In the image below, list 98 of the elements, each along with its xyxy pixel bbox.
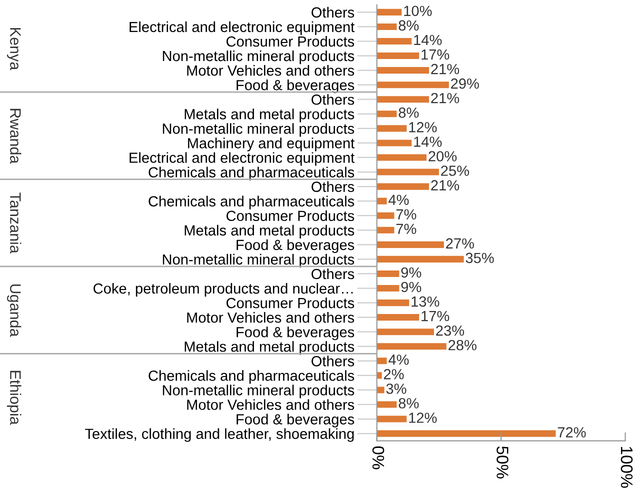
y-tick-label: Chemicals and pharmaceuticals: [148, 370, 354, 384]
data-label: 12%: [409, 122, 437, 132]
bar: [376, 343, 446, 350]
y-tick-label: Others: [312, 6, 354, 18]
y-tick-label: Others: [312, 94, 354, 105]
data-label: 29%: [451, 78, 479, 89]
bar: [376, 226, 394, 234]
y-tick-label: Chemicals and pharmaceuticals: [148, 166, 354, 180]
y-tick-label: Consumer Products: [226, 298, 354, 308]
bar: [376, 140, 412, 146]
bar: [376, 284, 400, 292]
bar: [376, 270, 400, 277]
data-label: 7%: [396, 209, 416, 220]
bar: [376, 168, 439, 176]
bar: [376, 67, 430, 74]
data-label: 23%: [436, 325, 464, 336]
bar: [376, 82, 449, 88]
bar: [376, 372, 382, 379]
bar: [376, 401, 397, 408]
y-tick-label: Electrical and electronic equipment: [130, 21, 355, 36]
x-tick-label: 50%: [496, 446, 508, 478]
data-label: 21%: [431, 64, 460, 74]
data-label: 35%: [466, 252, 494, 264]
data-label: 21%: [431, 92, 460, 104]
y-tick-label: Non-metallic mineral products: [162, 123, 354, 137]
bar: [376, 8, 402, 16]
data-label: 72%: [558, 427, 586, 438]
y-tick-label: Non-metallic mineral products: [162, 50, 354, 64]
bar: [376, 212, 394, 219]
y-tick-label: Others: [312, 268, 354, 280]
y-tick-label: Non-metallic mineral products: [162, 254, 354, 268]
bar: [376, 125, 407, 132]
bar: [376, 358, 387, 364]
y-tick-label: Electrical and electronic equipment: [130, 152, 355, 166]
data-label: 2%: [384, 369, 404, 380]
data-label: 3%: [386, 384, 406, 394]
bar: [376, 38, 412, 45]
y-tick-label: Food & beverages: [236, 80, 354, 94]
bar: [376, 110, 397, 118]
y-tick-label: Consumer Products: [226, 210, 354, 222]
y-tick-label: Others: [312, 181, 354, 192]
y-tick-label: Others: [312, 356, 354, 366]
data-label: 28%: [448, 340, 476, 350]
y-tick-label: Non-metallic mineral products: [162, 384, 354, 398]
bar: [376, 328, 434, 336]
data-label: 17%: [422, 310, 450, 322]
y-axis-title: Tanzania: [10, 192, 22, 254]
data-label: 14%: [414, 136, 442, 147]
y-tick-label: Consumer Products: [226, 36, 354, 47]
data-label: 20%: [428, 151, 457, 162]
bar: [376, 314, 420, 321]
data-label: 9%: [401, 267, 422, 278]
y-tick-label: Machinery and equipment: [188, 138, 355, 152]
y-axis-title: Uganda: [7, 284, 22, 337]
y-tick-label: Food & beverages: [236, 239, 354, 253]
data-label: 7%: [396, 224, 416, 234]
data-label: 13%: [412, 296, 440, 307]
y-axis-title: Ethiopia: [7, 370, 22, 425]
bar: [376, 183, 430, 190]
x-tick-label: 0%: [372, 446, 384, 470]
y-tick-label: Textiles, clothing and leather, shoemaking: [85, 428, 354, 442]
bar: [376, 430, 556, 437]
data-label: 8%: [398, 107, 419, 118]
bar: [376, 386, 384, 394]
data-label: 14%: [414, 34, 442, 46]
y-tick-label: Motor Vehicles and others: [187, 65, 354, 76]
bar: [376, 23, 397, 30]
data-label: 17%: [422, 49, 450, 60]
bar: [376, 96, 430, 103]
x-tick-label: 100%: [620, 446, 633, 488]
bar: [376, 416, 407, 422]
y-tick-label: Metals and metal products: [184, 108, 354, 122]
y-tick-label: Food & beverages: [236, 326, 354, 340]
y-tick-label: Food & beverages: [236, 414, 354, 428]
bar: [376, 198, 387, 204]
bar: [376, 256, 464, 262]
y-axis-title: Kenya: [7, 28, 21, 70]
y-tick-label: Metals and metal products: [184, 341, 354, 355]
data-label: 25%: [441, 166, 470, 176]
data-label: 4%: [388, 354, 409, 365]
y-tick-label: Motor Vehicles and others: [187, 399, 354, 410]
data-label: 8%: [398, 20, 419, 31]
data-label: 4%: [388, 194, 409, 205]
bar: [376, 300, 410, 306]
bar: [376, 154, 427, 161]
y-tick-label: Chemicals and pharmaceuticals: [148, 196, 354, 210]
bar: [376, 52, 420, 60]
bar: [376, 241, 444, 248]
y-tick-label: Motor Vehicles and others: [187, 312, 354, 323]
data-label: 10%: [404, 6, 432, 16]
y-axis-title: Rwanda: [10, 108, 22, 164]
y-tick-label: Coke, petroleum products and nuclear…: [94, 282, 353, 297]
data-label: 21%: [431, 180, 460, 190]
data-label: 9%: [401, 282, 422, 292]
data-label: 12%: [409, 412, 437, 423]
data-label: 8%: [398, 398, 419, 408]
y-tick-label: Metals and metal products: [184, 224, 354, 238]
data-label: 27%: [446, 238, 474, 249]
